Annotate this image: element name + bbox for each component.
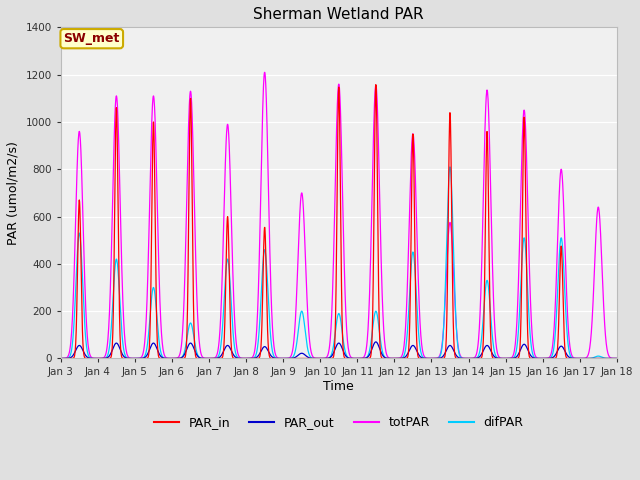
totPAR [57, 356, 65, 361]
PAR_out [372, 339, 380, 345]
Title: Sherman Wetland PAR: Sherman Wetland PAR [253, 7, 424, 22]
totPAR [564, 318, 572, 324]
totPAR [613, 356, 621, 361]
totPAR [367, 235, 375, 241]
totPAR [579, 356, 587, 361]
PAR_in [613, 356, 621, 361]
Line: difPAR: difPAR [61, 167, 617, 359]
PAR_in [564, 356, 572, 361]
PAR_out [57, 356, 65, 361]
PAR_out [212, 356, 220, 361]
difPAR [500, 356, 508, 361]
totPAR [261, 70, 269, 75]
PAR_out [500, 356, 508, 361]
totPAR [500, 356, 508, 361]
Line: totPAR: totPAR [61, 72, 617, 359]
difPAR [446, 164, 454, 170]
PAR_in [212, 356, 220, 361]
difPAR [613, 356, 621, 361]
PAR_in [57, 356, 65, 361]
Text: SW_met: SW_met [63, 32, 120, 45]
PAR_out [613, 356, 621, 361]
PAR_in [372, 82, 380, 87]
PAR_in [367, 352, 374, 358]
difPAR [57, 356, 65, 361]
totPAR [212, 354, 220, 360]
PAR_in [500, 356, 508, 361]
PAR_out [579, 356, 587, 361]
Legend: PAR_in, PAR_out, totPAR, difPAR: PAR_in, PAR_out, totPAR, difPAR [149, 411, 529, 434]
Y-axis label: PAR (umol/m2/s): PAR (umol/m2/s) [7, 141, 20, 245]
Line: PAR_out: PAR_out [61, 342, 617, 359]
difPAR [367, 340, 374, 346]
difPAR [355, 356, 363, 361]
PAR_in [579, 356, 587, 361]
PAR_out [564, 353, 572, 359]
X-axis label: Time: Time [323, 380, 354, 393]
PAR_out [367, 349, 374, 355]
PAR_out [355, 356, 363, 361]
PAR_in [355, 356, 363, 361]
difPAR [564, 339, 572, 345]
difPAR [212, 355, 220, 361]
difPAR [579, 356, 587, 361]
Line: PAR_in: PAR_in [61, 84, 617, 359]
totPAR [355, 356, 363, 361]
